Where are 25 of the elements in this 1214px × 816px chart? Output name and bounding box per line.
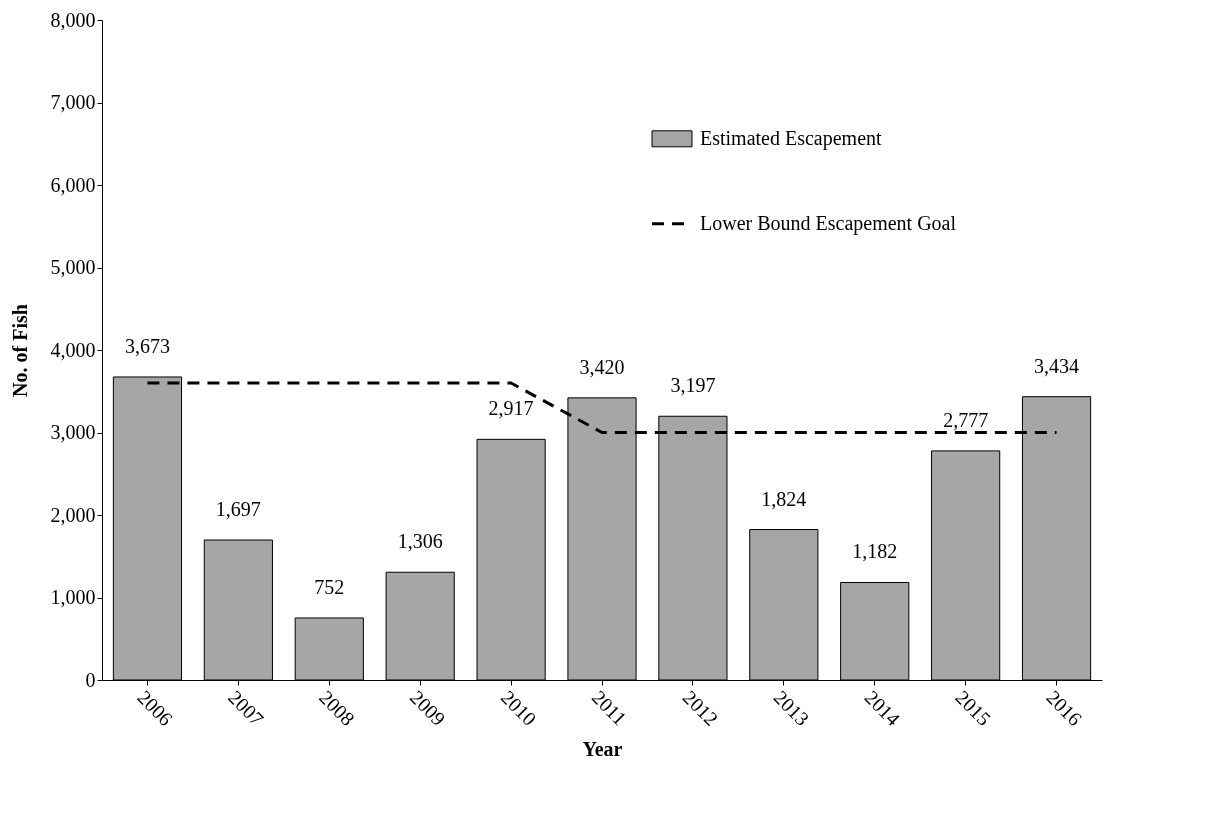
y-tick-label: 6,000 — [50, 173, 96, 196]
y-tick-label: 7,000 — [50, 91, 96, 113]
y-axis-title: No. of Fish — [8, 304, 31, 397]
data-label: 3,197 — [670, 374, 716, 397]
x-tick-label: 2007 — [224, 686, 269, 730]
data-label: 1,306 — [397, 530, 443, 553]
x-axis-title: Year — [582, 737, 623, 760]
data-label: 752 — [314, 575, 345, 598]
y-tick-label: 8,000 — [50, 8, 96, 31]
legend-label: Lower Bound Escapement Goal — [700, 211, 957, 235]
y-tick-label: 1,000 — [50, 586, 96, 608]
y-tick-label: 4,000 — [50, 338, 96, 361]
y-tick-label: 2,000 — [50, 503, 96, 526]
legend-label: Estimated Escapement — [700, 126, 883, 150]
data-label: 1,182 — [852, 540, 898, 563]
data-label: 3,673 — [124, 334, 170, 357]
data-label: 2,917 — [488, 397, 534, 420]
y-tick-label: 5,000 — [50, 256, 96, 278]
y-tick-label: 0 — [85, 668, 96, 691]
y-tick-label: 3,000 — [50, 421, 96, 443]
data-label: 3,420 — [579, 355, 625, 378]
data-label: 1,697 — [215, 498, 261, 520]
data-label: 3,434 — [1034, 354, 1080, 377]
data-label: 1,824 — [761, 487, 807, 510]
data-label: 2,777 — [943, 408, 989, 431]
